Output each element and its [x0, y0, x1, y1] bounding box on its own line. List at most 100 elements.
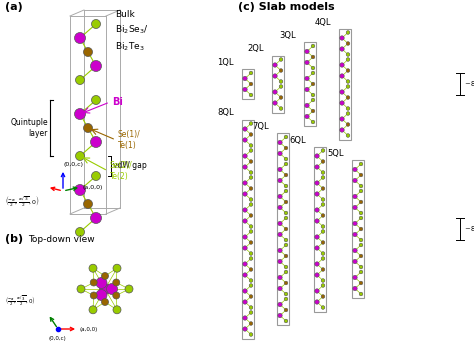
Circle shape	[243, 154, 247, 158]
Circle shape	[278, 232, 282, 237]
Circle shape	[91, 19, 100, 29]
Circle shape	[249, 268, 253, 271]
Circle shape	[249, 214, 253, 217]
Text: 4QL: 4QL	[315, 17, 331, 27]
Text: Se(1)/
Te(1): Se(1)/ Te(1)	[118, 130, 141, 150]
Circle shape	[278, 194, 282, 199]
Circle shape	[249, 93, 253, 97]
Circle shape	[346, 31, 350, 34]
Circle shape	[90, 279, 97, 286]
Circle shape	[249, 187, 253, 190]
Circle shape	[315, 235, 319, 239]
Circle shape	[305, 114, 309, 119]
Circle shape	[353, 221, 357, 226]
Circle shape	[249, 252, 253, 255]
Circle shape	[359, 216, 363, 220]
Circle shape	[83, 200, 92, 209]
Circle shape	[100, 284, 110, 295]
Circle shape	[315, 289, 319, 293]
Circle shape	[353, 286, 357, 291]
Circle shape	[284, 184, 288, 188]
Circle shape	[243, 300, 247, 304]
Circle shape	[311, 82, 315, 86]
Bar	[272, 56, 284, 113]
Circle shape	[249, 306, 253, 309]
Circle shape	[340, 36, 344, 40]
Circle shape	[315, 192, 319, 196]
Circle shape	[353, 194, 357, 199]
Circle shape	[359, 173, 363, 177]
Circle shape	[284, 211, 288, 215]
Circle shape	[278, 221, 282, 226]
Circle shape	[315, 262, 319, 266]
Circle shape	[359, 254, 363, 258]
Circle shape	[311, 55, 315, 59]
Circle shape	[243, 181, 247, 185]
Circle shape	[340, 117, 344, 121]
Circle shape	[315, 154, 319, 158]
Circle shape	[305, 49, 309, 54]
Circle shape	[321, 149, 325, 152]
Circle shape	[83, 47, 92, 57]
Circle shape	[359, 281, 363, 285]
Circle shape	[249, 295, 253, 298]
Circle shape	[284, 162, 288, 166]
Circle shape	[249, 171, 253, 174]
Circle shape	[359, 243, 363, 247]
Circle shape	[249, 322, 253, 325]
Circle shape	[249, 176, 253, 179]
Circle shape	[315, 219, 319, 223]
Circle shape	[340, 128, 344, 132]
Circle shape	[75, 75, 84, 85]
Text: 1QL: 1QL	[218, 58, 234, 67]
Circle shape	[89, 264, 97, 272]
Circle shape	[359, 162, 363, 166]
Circle shape	[96, 290, 107, 301]
Circle shape	[273, 74, 277, 78]
Text: Se(2)/
Te(2): Se(2)/ Te(2)	[110, 161, 133, 181]
Circle shape	[353, 232, 357, 237]
Circle shape	[284, 270, 288, 274]
Circle shape	[91, 212, 101, 223]
Circle shape	[321, 187, 325, 190]
Circle shape	[278, 205, 282, 210]
Circle shape	[315, 273, 319, 277]
Circle shape	[91, 171, 100, 181]
Circle shape	[346, 123, 350, 126]
Circle shape	[113, 279, 120, 286]
Circle shape	[77, 285, 85, 293]
Circle shape	[346, 53, 350, 56]
Circle shape	[346, 96, 350, 99]
Circle shape	[284, 189, 288, 193]
Text: (0,0,c): (0,0,c)	[48, 336, 66, 341]
Circle shape	[249, 198, 253, 201]
Circle shape	[315, 246, 319, 250]
Circle shape	[305, 60, 309, 65]
Circle shape	[346, 107, 350, 110]
Circle shape	[315, 208, 319, 212]
Circle shape	[243, 76, 247, 81]
Text: Bulk
Bi$_2$Se$_3$/
Bi$_2$Te$_3$: Bulk Bi$_2$Se$_3$/ Bi$_2$Te$_3$	[115, 10, 149, 53]
Circle shape	[321, 176, 325, 179]
Circle shape	[284, 281, 288, 285]
Text: (a,0,0): (a,0,0)	[80, 326, 98, 331]
Circle shape	[359, 238, 363, 242]
Circle shape	[249, 279, 253, 282]
Circle shape	[321, 171, 325, 174]
Circle shape	[353, 275, 357, 280]
Circle shape	[340, 101, 344, 105]
Circle shape	[359, 189, 363, 193]
Circle shape	[321, 268, 325, 271]
Circle shape	[278, 178, 282, 183]
Text: (b): (b)	[5, 234, 23, 244]
Circle shape	[284, 216, 288, 220]
Circle shape	[321, 214, 325, 217]
Text: ~8.8 Å: ~8.8 Å	[465, 225, 474, 232]
Circle shape	[278, 275, 282, 280]
Circle shape	[249, 257, 253, 260]
Circle shape	[249, 160, 253, 163]
Text: 5QL: 5QL	[328, 149, 344, 158]
Circle shape	[249, 230, 253, 233]
Circle shape	[284, 157, 288, 161]
Circle shape	[321, 241, 325, 244]
